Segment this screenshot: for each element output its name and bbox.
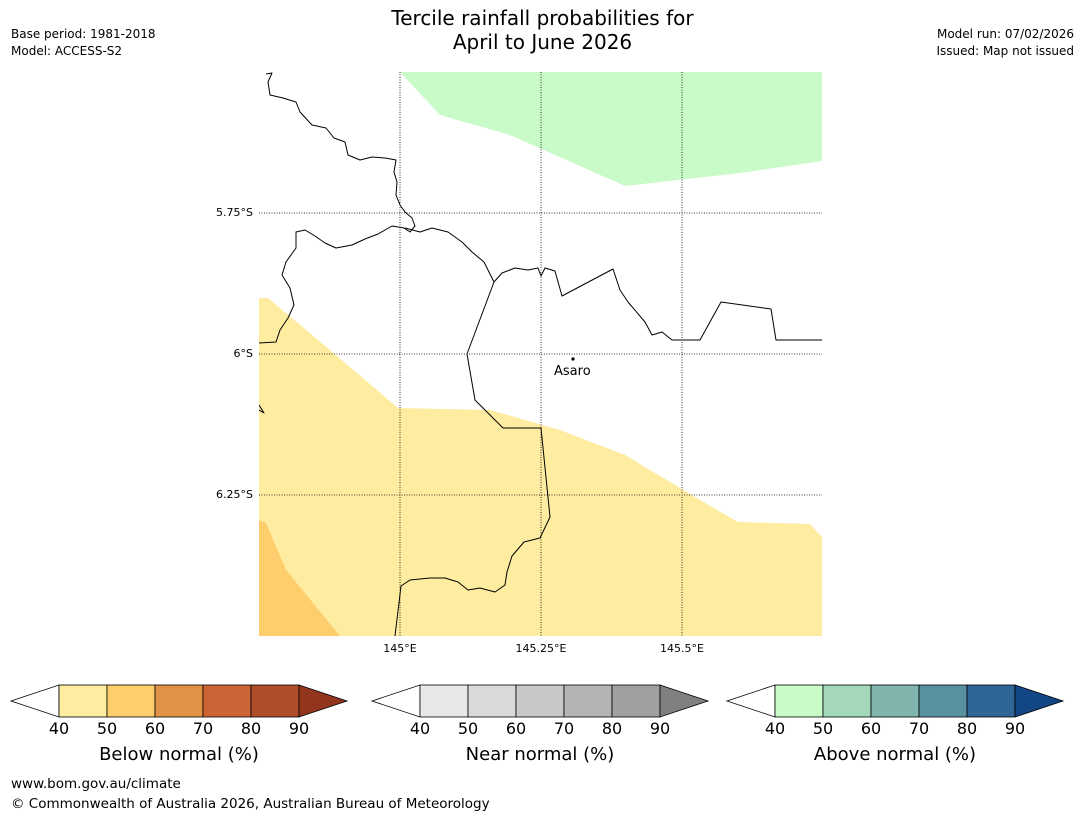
below-normal-tick-label: 90 <box>288 719 310 738</box>
below-normal-segment <box>58 684 108 718</box>
above-normal-low-extend <box>725 684 776 718</box>
above-normal-tick-label: 90 <box>1004 719 1026 738</box>
below-normal-50-60-region <box>259 520 340 636</box>
above-normal-tick-label: 50 <box>812 719 834 738</box>
below-normal-tick-label: 50 <box>96 719 118 738</box>
lon-label-145-25: 145.25°E <box>515 642 567 655</box>
footer-url[interactable]: www.bom.gov.au/climate <box>11 776 181 792</box>
below-normal-tick-label: 40 <box>48 719 70 738</box>
near-normal-segment <box>611 684 661 718</box>
below-normal-tick-label: 80 <box>240 719 262 738</box>
lon-label-145: 145°E <box>383 642 417 655</box>
near-normal-segment <box>467 684 517 718</box>
above-normal-tick-label: 70 <box>908 719 930 738</box>
near-normal-tick-label: 40 <box>409 719 431 738</box>
above-normal-segment <box>774 684 824 718</box>
lat-label-6: 6°S <box>233 347 253 360</box>
lat-label-6-25: 6.25°S <box>216 488 253 501</box>
near-normal-tick-label: 50 <box>457 719 479 738</box>
below-normal-tick-label: 60 <box>144 719 166 738</box>
place-label-asaro: Asaro <box>554 364 591 379</box>
below-normal-segment <box>250 684 300 718</box>
meta-left: Base period: 1981-2018 Model: ACCESS-S2 <box>11 26 156 60</box>
lat-label-5-75: 5.75°S <box>216 206 253 219</box>
near-normal-tick-label: 90 <box>649 719 671 738</box>
above-normal-tick-label: 80 <box>956 719 978 738</box>
above-normal-40-50-region <box>400 72 822 186</box>
boundary-central <box>404 227 822 341</box>
below-normal-tick-label: 70 <box>192 719 214 738</box>
near-normal-segment <box>515 684 565 718</box>
below-normal-40-50-region <box>259 298 822 636</box>
above-normal-high-extend <box>1014 684 1065 718</box>
map-title: Tercile rainfall probabilities for April… <box>0 6 1085 54</box>
near-normal-segment <box>563 684 613 718</box>
near-normal-low-extend <box>370 684 421 718</box>
above-normal-tick-label: 60 <box>860 719 882 738</box>
below-normal-segment <box>202 684 252 718</box>
footer-copyright: © Commonwealth of Australia 2026, Austra… <box>11 796 490 812</box>
below-normal-colorbar-title: Below normal (%) <box>99 744 259 765</box>
below-normal-segment <box>154 684 204 718</box>
above-normal-segment <box>870 684 920 718</box>
above-normal-segment <box>822 684 872 718</box>
lon-label-145-5: 145.5°E <box>660 642 704 655</box>
boundary-north <box>259 72 416 344</box>
near-normal-colorbar-title: Near normal (%) <box>465 744 615 765</box>
asaro-marker <box>571 357 575 361</box>
issued-status: Issued: Map not issued <box>936 44 1074 58</box>
above-normal-segment <box>918 684 968 718</box>
meta-right: Model run: 07/02/2026 Issued: Map not is… <box>936 26 1074 60</box>
model-run: Model run: 07/02/2026 <box>936 27 1074 41</box>
above-normal-colorbar <box>725 684 1065 718</box>
near-normal-segment <box>419 684 469 718</box>
base-period: Base period: 1981-2018 <box>11 27 156 41</box>
above-normal-segment <box>966 684 1016 718</box>
title-line-1: Tercile rainfall probabilities for <box>391 6 694 30</box>
above-normal-colorbar-title: Above normal (%) <box>813 744 977 765</box>
model-name: Model: ACCESS-S2 <box>11 44 123 58</box>
below-normal-segment <box>106 684 156 718</box>
near-normal-high-extend <box>659 684 710 718</box>
footer: www.bom.gov.au/climate © Commonwealth of… <box>11 774 490 814</box>
above-normal-tick-label: 40 <box>764 719 786 738</box>
near-normal-colorbar <box>370 684 710 718</box>
boundary-south <box>394 281 551 636</box>
below-normal-high-extend <box>298 684 349 718</box>
below-normal-low-extend <box>9 684 60 718</box>
title-line-2: April to June 2026 <box>452 30 633 54</box>
near-normal-tick-label: 80 <box>601 719 623 738</box>
below-normal-colorbar <box>9 684 349 718</box>
near-normal-tick-label: 70 <box>553 719 575 738</box>
boundary-west-stub <box>259 404 265 414</box>
near-normal-tick-label: 60 <box>505 719 527 738</box>
